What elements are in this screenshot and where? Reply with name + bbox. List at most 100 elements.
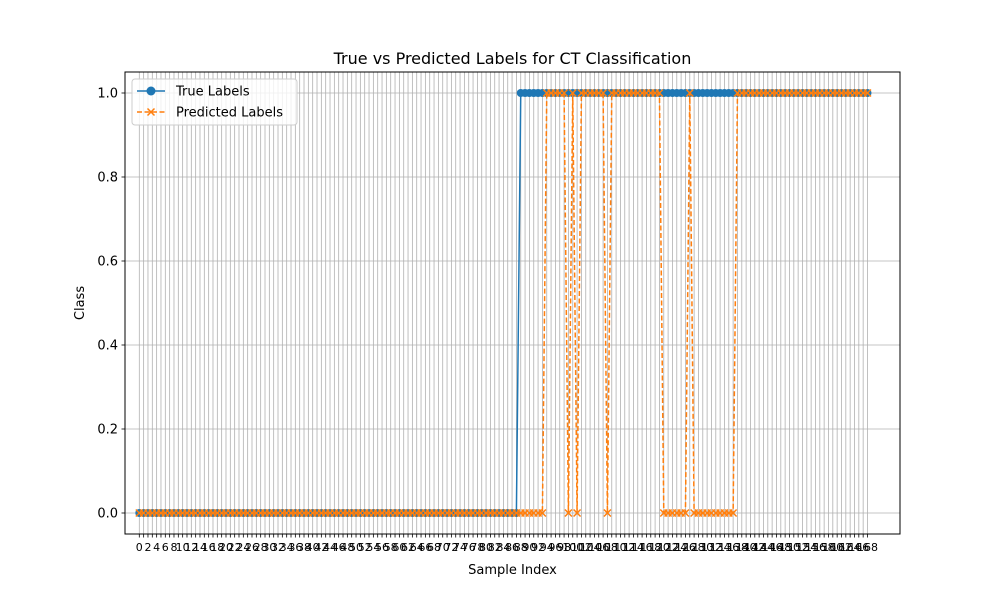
x-tick-label: 142 (744, 541, 765, 554)
predicted-label-point (681, 508, 690, 518)
x-tick-label: 66 (418, 541, 432, 554)
y-tick-label: 0.4 (97, 339, 118, 354)
x-tick-label: 146 (762, 541, 783, 554)
x-tick-label: 74 (453, 541, 467, 554)
x-tick-label: 112 (614, 541, 635, 554)
y-ticks: 0.0 0.2 0.4 0.6 0.8 1.0 (97, 87, 125, 522)
x-tick-label: 134 (710, 541, 731, 554)
x-tick-label: 158 (814, 541, 835, 554)
x-tick-label: 138 (727, 541, 748, 554)
legend-true-marker (146, 86, 156, 96)
x-tick-label: 64 (410, 541, 424, 554)
predicted-label-point (863, 88, 872, 98)
x-tick-label: 6 (162, 541, 169, 554)
x-tick-label: 94 (540, 541, 554, 554)
chart-title: True vs Predicted Labels for CT Classifi… (333, 49, 692, 68)
predicted-label-point (599, 88, 608, 98)
x-tick-label: 110 (606, 541, 627, 554)
x-tick-label: 56 (375, 541, 389, 554)
x-tick-label: 96 (548, 541, 562, 554)
y-axis-label: Class (73, 286, 88, 320)
x-tick-label: 38 (297, 541, 311, 554)
predicted-label-point (560, 88, 569, 98)
x-tick-label: 72 (444, 541, 458, 554)
x-tick-label: 116 (632, 541, 653, 554)
x-tick-label: 0 (136, 541, 143, 554)
x-tick-label: 26 (245, 541, 259, 554)
x-tick-label: 144 (753, 541, 774, 554)
x-tick-label: 50 (349, 541, 363, 554)
x-tick-label: 34 (280, 541, 294, 554)
x-tick-label: 118 (640, 541, 661, 554)
y-tick-label: 0.8 (97, 171, 118, 186)
x-tick-label: 32 (271, 541, 285, 554)
x-tick-label: 128 (684, 541, 705, 554)
x-tick-label: 104 (580, 541, 601, 554)
x-tick-label: 88 (514, 541, 528, 554)
x-tick-label: 130 (692, 541, 713, 554)
x-tick-label: 160 (822, 541, 843, 554)
x-tick-label: 100 (562, 541, 583, 554)
x-axis-label: Sample Index (468, 563, 557, 578)
x-tick-label: 4 (153, 541, 160, 554)
predicted-label-point (729, 508, 738, 518)
x-tick-label: 52 (358, 541, 372, 554)
x-tick-label: 2 (144, 541, 151, 554)
x-tick-label: 162 (831, 541, 852, 554)
x-tick-label: 60 (392, 541, 406, 554)
x-tick-label: 62 (401, 541, 415, 554)
x-tick-label: 102 (571, 541, 592, 554)
x-tick-label: 54 (366, 541, 380, 554)
x-tick-label: 92 (531, 541, 545, 554)
x-tick-label: 18 (210, 541, 224, 554)
x-tick-label: 76 (462, 541, 476, 554)
x-tick-label: 154 (796, 541, 817, 554)
predicted-label-point (538, 508, 547, 518)
x-tick-label: 28 (254, 541, 268, 554)
x-tick-label: 24 (236, 541, 250, 554)
predicted-label-point (568, 88, 577, 98)
x-tick-label: 122 (658, 541, 679, 554)
x-tick-label: 132 (701, 541, 722, 554)
x-tick-label: 126 (675, 541, 696, 554)
x-tick-label: 152 (788, 541, 809, 554)
x-tick-label: 16 (202, 541, 216, 554)
x-tick-label: 166 (848, 541, 869, 554)
series-layer (135, 88, 872, 518)
x-tick-label: 58 (384, 541, 398, 554)
y-tick-label: 0.6 (97, 255, 118, 270)
x-tick-label: 80 (479, 541, 493, 554)
x-tick-label: 168 (857, 541, 878, 554)
x-tick-label: 42 (314, 541, 328, 554)
predicted-label-point (685, 88, 694, 98)
x-tick-label: 46 (332, 541, 346, 554)
legend-true-label: True Labels (175, 85, 250, 100)
legend-box (131, 78, 298, 126)
x-tick-label: 156 (805, 541, 826, 554)
predicted-label-point (564, 508, 573, 518)
x-tick-label: 44 (323, 541, 337, 554)
plot-frame (124, 71, 901, 535)
x-tick-label: 148 (770, 541, 791, 554)
x-ticks: 0 2 4 6 810121416182022242628303234363840424… (136, 534, 878, 554)
x-tick-label: 98 (557, 541, 571, 554)
x-tick-label: 68 (427, 541, 441, 554)
x-tick-label: 14 (193, 541, 207, 554)
predicted-label-point (603, 508, 612, 518)
y-tick-label: 1.0 (97, 87, 118, 102)
predicted-label-point (573, 508, 582, 518)
x-tick-label: 82 (488, 541, 502, 554)
x-tick-label: 70 (436, 541, 450, 554)
x-tick-label: 114 (623, 541, 644, 554)
x-tick-label: 124 (666, 541, 687, 554)
x-tick-label: 10 (176, 541, 190, 554)
x-tick-label: 84 (496, 541, 510, 554)
x-tick-label: 108 (597, 541, 618, 554)
x-tick-label: 8 (170, 541, 177, 554)
legend: True Labels Predicted Labels (131, 78, 298, 126)
x-tick-label: 106 (588, 541, 609, 554)
x-tick-label: 36 (288, 541, 302, 554)
x-tick-label: 40 (306, 541, 320, 554)
